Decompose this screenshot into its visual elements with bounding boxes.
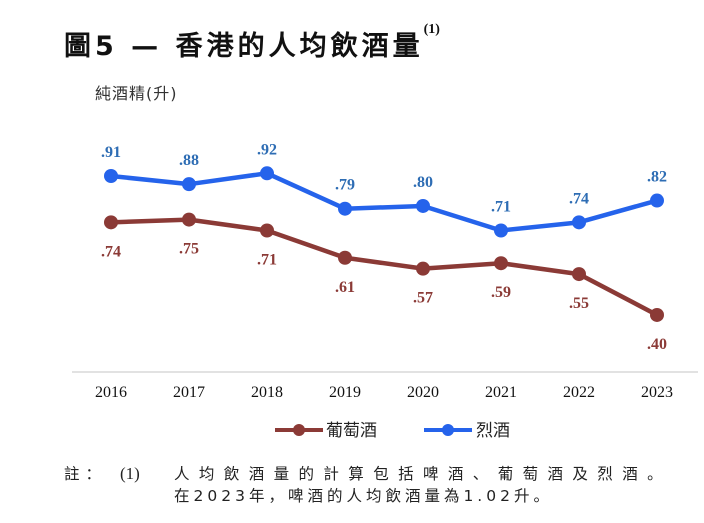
x-tick-label: 2016 xyxy=(95,384,127,401)
data-point[interactable] xyxy=(650,307,664,322)
data-label: .40 xyxy=(647,336,667,353)
data-label: .91 xyxy=(101,144,121,161)
data-point[interactable] xyxy=(260,166,274,181)
line-chart: 2016 2017 2018 2019 2020 2021 2022 2023 .74 .75.… xyxy=(72,141,698,441)
data-point[interactable] xyxy=(650,193,664,208)
legend-dot-marker xyxy=(293,424,305,436)
legend-dot-marker xyxy=(442,424,454,436)
data-label: .79 xyxy=(335,177,355,194)
data-point[interactable] xyxy=(416,261,430,276)
data-label: .71 xyxy=(491,199,511,216)
data-label: .88 xyxy=(179,152,199,169)
data-point[interactable] xyxy=(260,223,274,238)
data-label: .74 xyxy=(569,190,589,207)
footnote-label: 註： xyxy=(64,465,108,483)
x-tick-label: 2018 xyxy=(251,384,283,401)
data-point[interactable] xyxy=(416,198,430,213)
data-point[interactable] xyxy=(494,223,508,238)
data-point[interactable] xyxy=(182,177,196,192)
data-label: .59 xyxy=(491,284,511,301)
data-label: .80 xyxy=(413,174,433,191)
x-tick-label: 2017 xyxy=(173,384,205,401)
data-point[interactable] xyxy=(104,169,118,183)
legend-item-spirits[interactable]: 烈酒 xyxy=(424,421,510,441)
footnote-number: (1) xyxy=(120,464,140,483)
footnote-line-1: 人均飲酒量的計算包括啤酒、葡萄酒及烈酒。 xyxy=(174,465,673,483)
data-point[interactable] xyxy=(338,201,352,216)
data-label: .74 xyxy=(101,243,121,260)
series-line-wine xyxy=(110,217,659,317)
data-point[interactable] xyxy=(572,267,586,282)
data-point[interactable] xyxy=(572,215,586,230)
data-point[interactable] xyxy=(338,250,352,265)
chart-title: 圖5 — 香港的人均飲酒量(1) xyxy=(64,22,440,63)
data-point[interactable] xyxy=(104,215,118,230)
data-label: .57 xyxy=(413,290,433,307)
data-label: .55 xyxy=(569,295,589,312)
x-tick-label: 2021 xyxy=(485,384,517,401)
data-label: .71 xyxy=(257,252,277,269)
chart-title-text: 圖5 — 香港的人均飲酒量 xyxy=(64,31,424,62)
legend-label: 葡萄酒 xyxy=(326,421,377,441)
legend-item-wine[interactable]: 葡萄酒 xyxy=(275,421,377,441)
x-tick-label: 2020 xyxy=(407,384,439,401)
x-tick-label: 2023 xyxy=(641,384,673,401)
title-note-marker: (1) xyxy=(423,22,440,37)
data-label: .92 xyxy=(257,141,277,158)
data-label: .75 xyxy=(179,241,199,258)
series-line-spirits xyxy=(110,171,658,233)
x-tick-label: 2022 xyxy=(563,384,595,401)
data-point[interactable] xyxy=(182,212,196,227)
data-point[interactable] xyxy=(494,256,508,271)
data-label: .61 xyxy=(335,279,355,296)
y-axis-label: 純酒精(升) xyxy=(95,84,178,103)
data-label: .82 xyxy=(647,169,667,186)
footnote-line-2: 在2023年，啤酒的人均飲酒量為1.02升。 xyxy=(174,487,553,505)
legend-label: 烈酒 xyxy=(476,421,510,441)
x-tick-label: 2019 xyxy=(329,384,361,401)
